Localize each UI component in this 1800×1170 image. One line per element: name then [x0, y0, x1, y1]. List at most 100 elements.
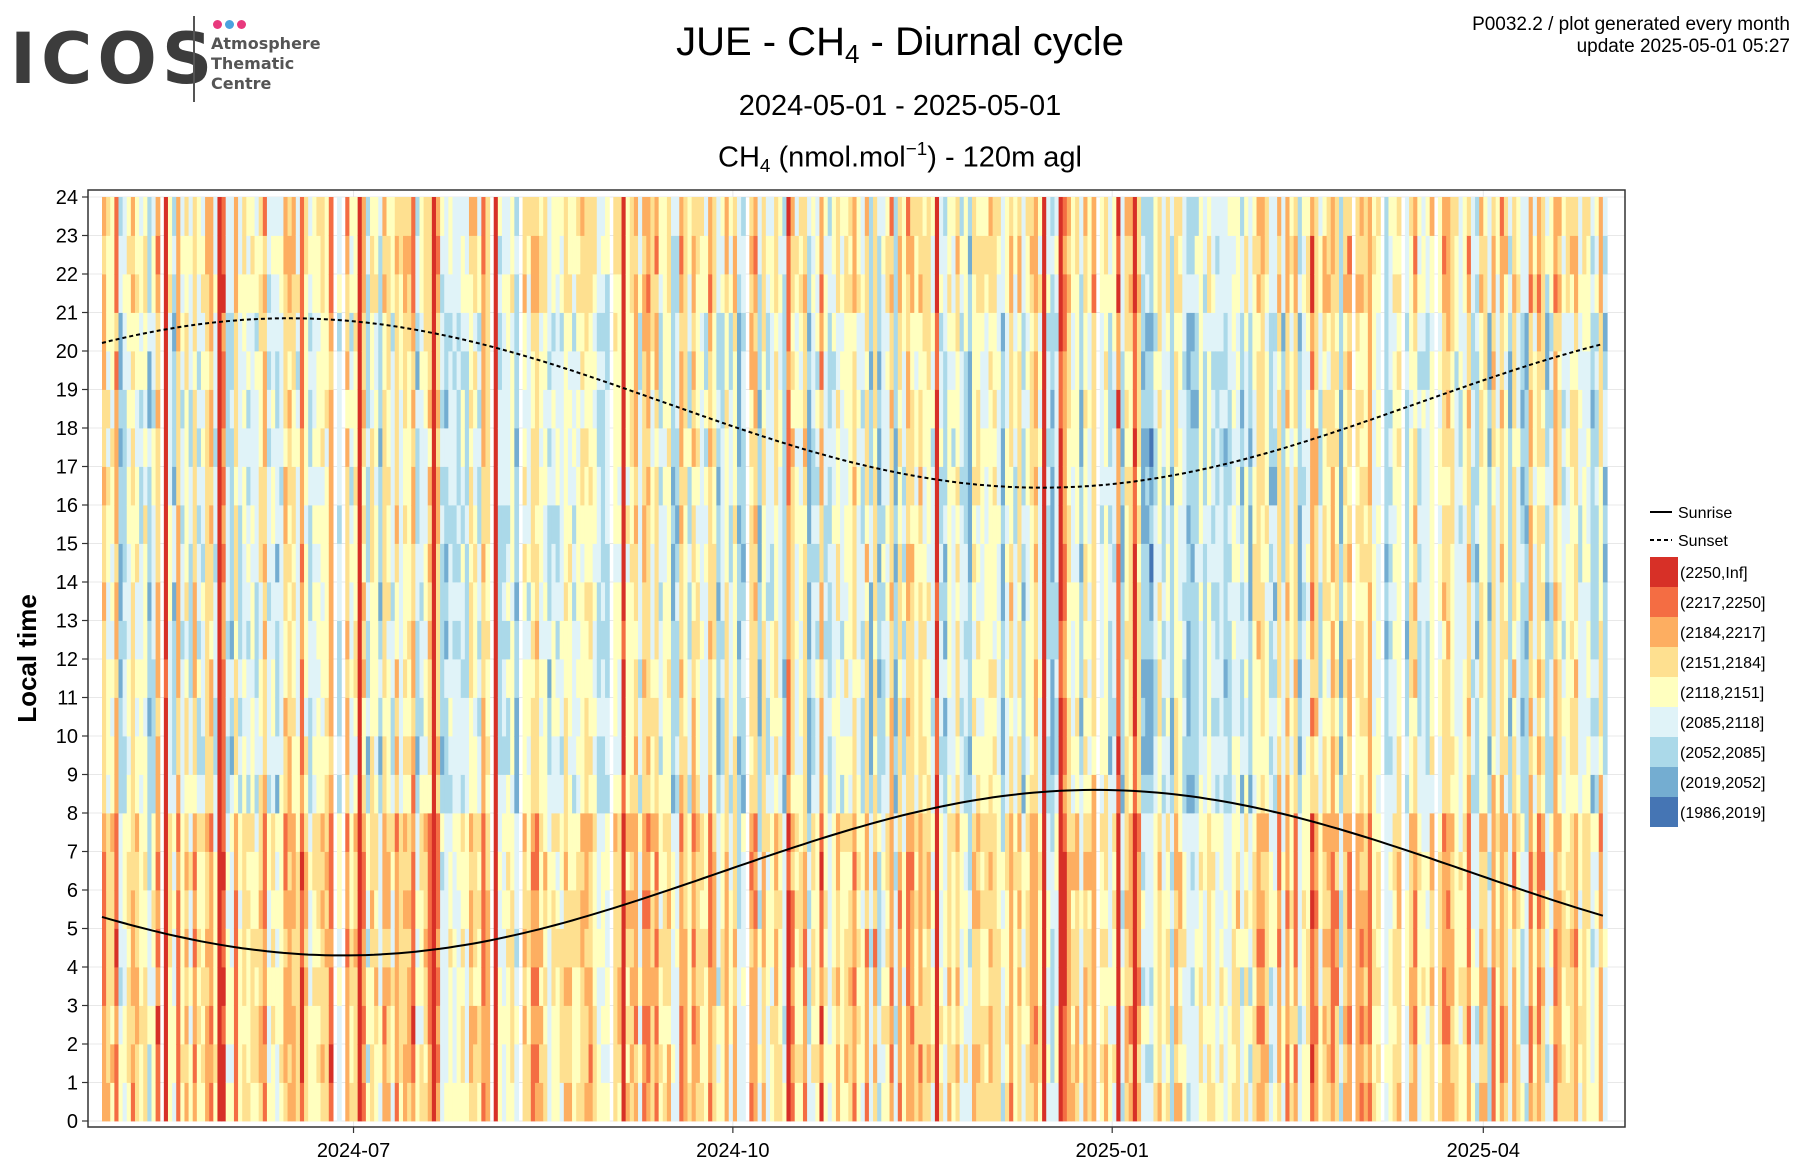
- heatmap-cell: [844, 428, 849, 467]
- heatmap-cell: [638, 851, 643, 891]
- heatmap-cell: [736, 197, 742, 236]
- heatmap-cell: [650, 620, 656, 660]
- heatmap-cell: [555, 197, 561, 236]
- heatmap-cell: [642, 890, 647, 929]
- heatmap-cell: [679, 312, 684, 352]
- heatmap-cell: [856, 274, 862, 313]
- heatmap-cell: [464, 235, 470, 275]
- heatmap-cell: [708, 197, 713, 236]
- heatmap-cell: [778, 274, 783, 313]
- heatmap-cell: [906, 274, 911, 313]
- heatmap-cell: [221, 1044, 227, 1083]
- heatmap-cell: [691, 389, 697, 429]
- heatmap-cell: [835, 1082, 841, 1122]
- heatmap-cell: [382, 428, 388, 467]
- heatmap-cell: [184, 505, 190, 544]
- heatmap-cell: [658, 505, 664, 544]
- heatmap-cell: [415, 659, 421, 698]
- heatmap-cell: [918, 1082, 924, 1122]
- heatmap-cell: [815, 774, 821, 814]
- heatmap-cell: [794, 736, 800, 775]
- heatmap-cell: [856, 389, 862, 429]
- heatmap-cell: [258, 774, 264, 814]
- heatmap-cell: [345, 312, 350, 352]
- heatmap-cell: [840, 312, 845, 352]
- heatmap-cell: [200, 736, 206, 775]
- heatmap-cell: [691, 890, 697, 929]
- heatmap-cell: [761, 274, 767, 313]
- heatmap-cell: [262, 736, 268, 775]
- heatmap-cell: [357, 736, 363, 775]
- heatmap-cell: [567, 235, 573, 275]
- heatmap-cell: [910, 389, 915, 429]
- heatmap-cell: [741, 505, 746, 544]
- heatmap-cell: [151, 235, 157, 275]
- heatmap-cell: [118, 389, 124, 429]
- heatmap-cell: [881, 1082, 887, 1122]
- heatmap-cell: [959, 466, 965, 506]
- heatmap-cell: [749, 312, 755, 352]
- heatmap-cell: [485, 1044, 491, 1083]
- heatmap-cell: [304, 543, 309, 583]
- heatmap-cell: [794, 197, 800, 236]
- heatmap-cell: [316, 928, 322, 968]
- heatmap-cell: [118, 505, 124, 544]
- heatmap-cell: [654, 620, 660, 660]
- heatmap-cell: [460, 351, 466, 390]
- heatmap-cell: [563, 235, 569, 275]
- heatmap-cell: [345, 543, 350, 583]
- heatmap-cell: [638, 928, 643, 968]
- heatmap-cell: [897, 928, 903, 968]
- heatmap-cell: [699, 1082, 705, 1122]
- heatmap-cell: [811, 235, 816, 275]
- heatmap-cell: [522, 235, 528, 275]
- heatmap-cell: [712, 312, 717, 352]
- heatmap-cell: [893, 1005, 899, 1045]
- heatmap-cell: [477, 1044, 482, 1083]
- heatmap-cell: [530, 389, 536, 429]
- heatmap-cell: [415, 428, 421, 467]
- heatmap-cell: [802, 928, 808, 968]
- heatmap-cell: [666, 967, 672, 1006]
- heatmap-cell: [172, 851, 177, 891]
- heatmap-cell: [724, 582, 730, 621]
- heatmap-cell: [967, 928, 973, 968]
- heatmap-cell: [497, 1005, 503, 1045]
- heatmap-cell: [881, 697, 887, 737]
- heatmap-cell: [654, 197, 660, 236]
- heatmap-cell: [794, 543, 800, 583]
- heatmap-cell: [200, 851, 206, 891]
- heatmap-cell: [275, 890, 280, 929]
- heatmap-cell: [522, 813, 528, 852]
- heatmap-cell: [324, 466, 330, 506]
- heatmap-cell: [873, 851, 878, 891]
- heatmap-cell: [761, 351, 767, 390]
- heatmap-cell: [419, 235, 425, 275]
- heatmap-cell: [934, 351, 940, 390]
- heatmap-cell: [679, 1082, 684, 1122]
- heatmap-cell: [654, 466, 660, 506]
- heatmap-cell: [299, 197, 305, 236]
- heatmap-cell: [526, 813, 532, 852]
- heatmap-cell: [180, 928, 186, 968]
- heatmap-cell: [370, 582, 375, 621]
- heatmap-cell: [205, 1082, 210, 1122]
- heatmap-cell: [580, 274, 586, 313]
- heatmap-cell: [324, 928, 330, 968]
- heatmap-cell: [501, 967, 507, 1006]
- heatmap-cell: [398, 1082, 404, 1122]
- heatmap-cell: [275, 312, 280, 352]
- heatmap-cell: [283, 851, 289, 891]
- heatmap-cell: [539, 543, 544, 583]
- heatmap-cell: [143, 428, 148, 467]
- heatmap-cell: [357, 928, 363, 968]
- heatmap-cell: [390, 1044, 396, 1083]
- heatmap-cell: [184, 235, 190, 275]
- heatmap-cell: [860, 659, 866, 698]
- heatmap-cell: [328, 1044, 334, 1083]
- heatmap-cell: [143, 1044, 148, 1083]
- heatmap-cell: [650, 1082, 656, 1122]
- heatmap-cell: [782, 736, 788, 775]
- heatmap-cell: [176, 1044, 181, 1083]
- heatmap-cell: [572, 928, 577, 968]
